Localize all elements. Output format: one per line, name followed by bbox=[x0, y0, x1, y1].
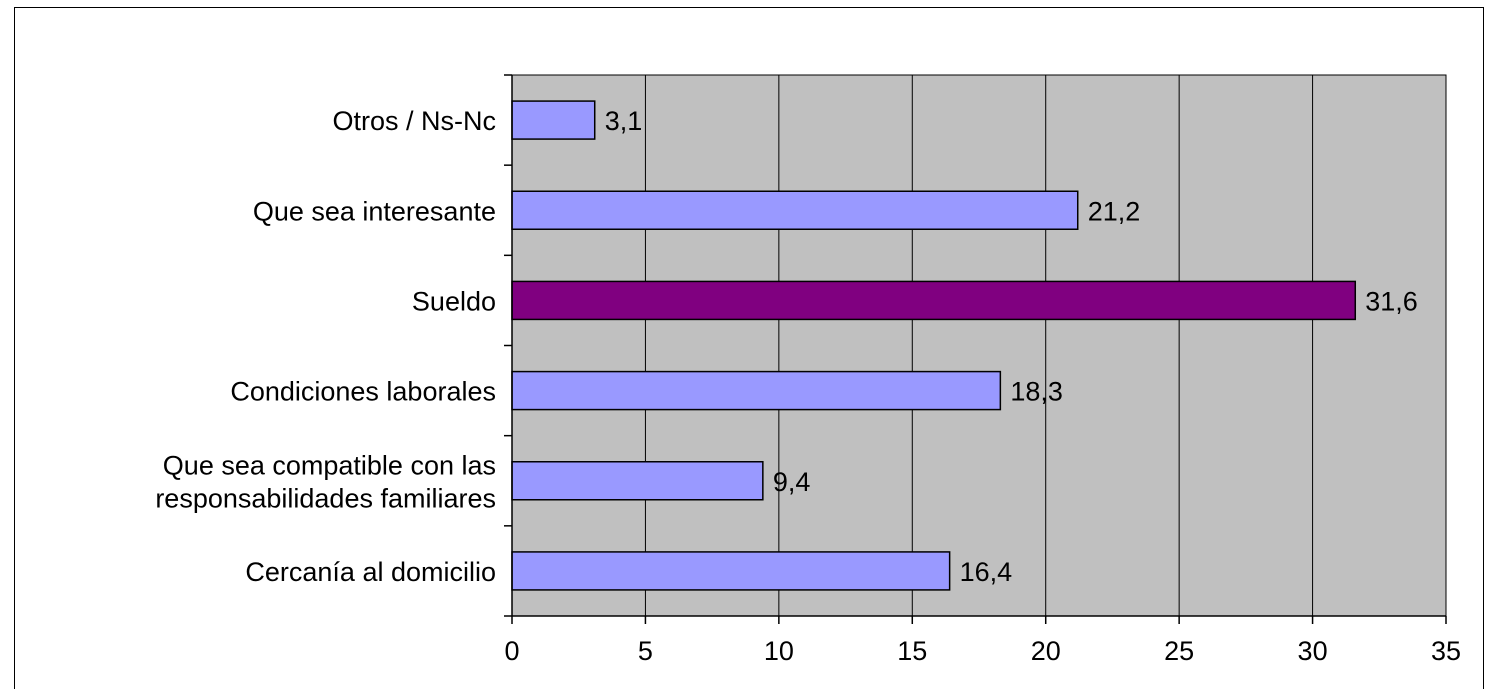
data-label: 31,6 bbox=[1365, 286, 1418, 316]
x-tick-label: 25 bbox=[1164, 636, 1194, 666]
category-label-line: Que sea interesante bbox=[253, 196, 496, 226]
category-label: Que sea interesante bbox=[253, 196, 496, 226]
gridlines bbox=[644, 75, 1314, 616]
category-label: Otros / Ns-Nc bbox=[332, 106, 496, 136]
category-label-line: Otros / Ns-Nc bbox=[332, 106, 496, 136]
bar bbox=[511, 370, 1002, 411]
category-labels: Otros / Ns-Nc Que sea interesante Sueldo Co… bbox=[155, 106, 496, 587]
plot-area bbox=[511, 74, 1447, 617]
x-tick-label: 0 bbox=[504, 636, 519, 666]
bar bbox=[511, 100, 596, 140]
data-label: 21,2 bbox=[1088, 196, 1141, 226]
bars bbox=[511, 100, 1357, 591]
category-label: Que sea compatible con las responsabilida… bbox=[155, 450, 496, 513]
category-label-line: Condiciones laborales bbox=[230, 377, 496, 407]
data-labels: 3,1 21,2 31,6 18,3 9,4 16,4 bbox=[605, 106, 1418, 587]
data-label: 16,4 bbox=[960, 557, 1013, 587]
category-label-line: Que sea compatible con las bbox=[163, 450, 496, 480]
bar bbox=[511, 461, 764, 501]
axes bbox=[504, 74, 1447, 624]
category-label: Condiciones laborales bbox=[230, 377, 496, 407]
data-label: 3,1 bbox=[605, 106, 643, 136]
bar bbox=[511, 280, 1357, 321]
data-label: 18,3 bbox=[1010, 377, 1063, 407]
x-tick-labels: 0 5 10 15 20 25 30 35 bbox=[504, 636, 1461, 666]
bar bbox=[511, 190, 1079, 230]
x-tick-label: 15 bbox=[897, 636, 927, 666]
plot-background bbox=[511, 74, 1447, 617]
category-label-line: Cercanía al domicilio bbox=[245, 557, 496, 587]
x-tick-label: 20 bbox=[1031, 636, 1061, 666]
x-tick-label: 30 bbox=[1298, 636, 1328, 666]
category-label-line: Sueldo bbox=[412, 286, 496, 316]
x-tick-label: 35 bbox=[1431, 636, 1461, 666]
x-tick-label: 10 bbox=[764, 636, 794, 666]
category-label: Sueldo bbox=[412, 286, 496, 316]
x-tick-label: 5 bbox=[638, 636, 653, 666]
category-label-line: responsabilidades familiares bbox=[155, 483, 496, 513]
data-label: 9,4 bbox=[773, 467, 811, 497]
category-label: Cercanía al domicilio bbox=[245, 557, 496, 587]
bar bbox=[511, 551, 951, 591]
